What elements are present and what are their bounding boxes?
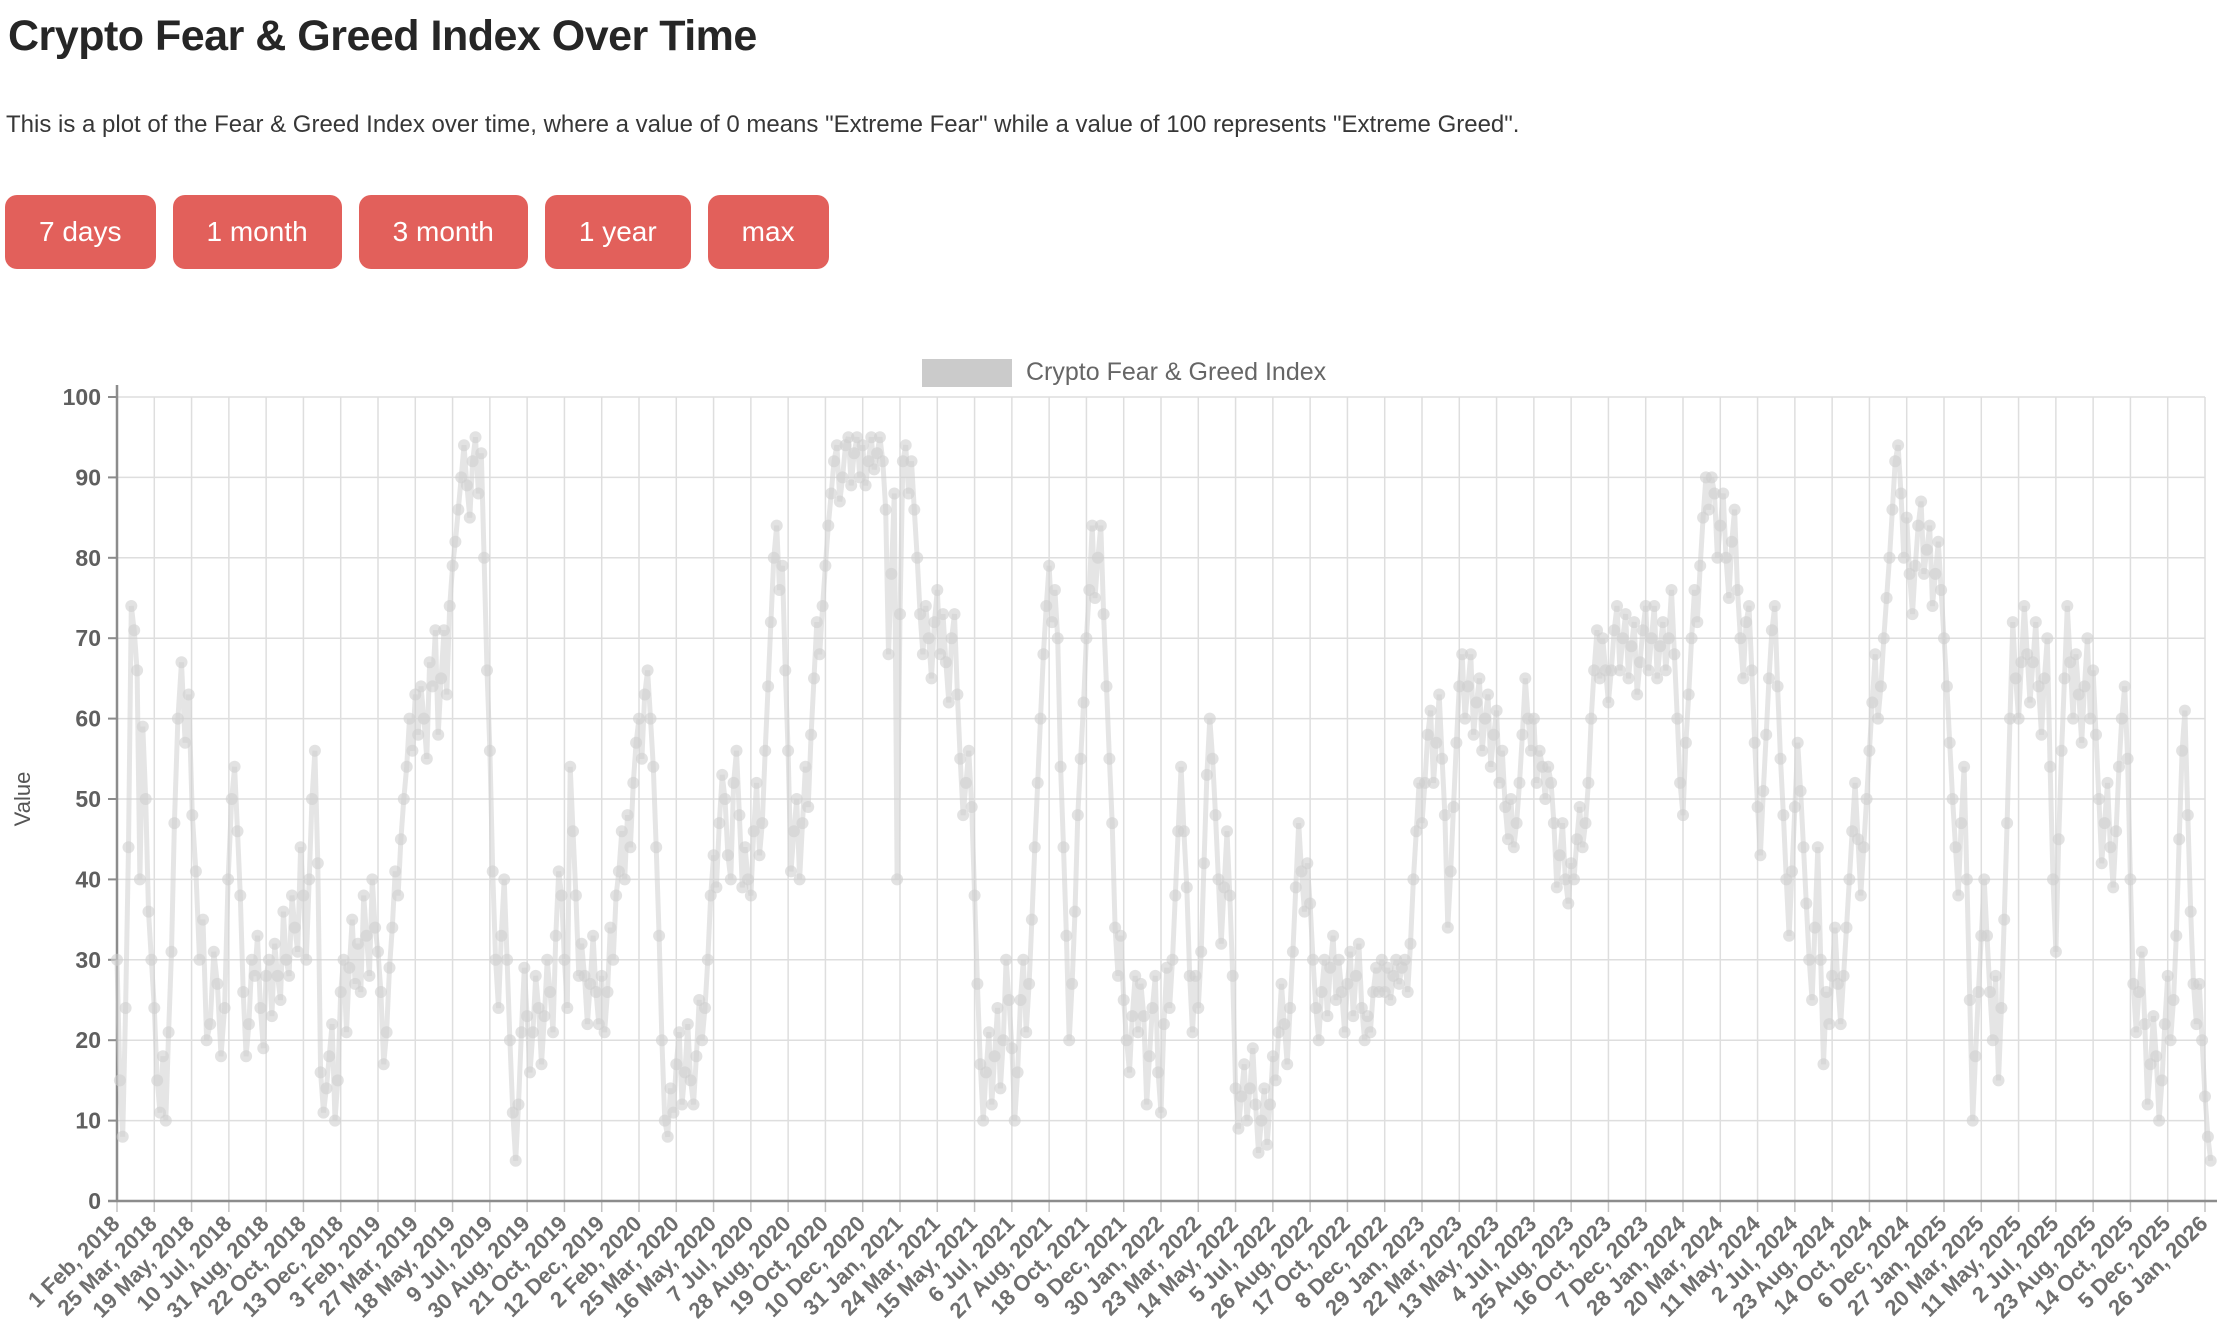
legend-swatch-icon xyxy=(922,358,1012,387)
svg-text:10: 10 xyxy=(75,1108,101,1134)
svg-text:90: 90 xyxy=(75,464,101,490)
chart-legend[interactable]: Crypto Fear & Greed Index xyxy=(922,358,1326,387)
svg-text:70: 70 xyxy=(75,625,101,651)
range-button-row: 7 days 1 month 3 month 1 year max xyxy=(5,195,2236,269)
svg-text:20: 20 xyxy=(75,1027,101,1053)
svg-text:0: 0 xyxy=(88,1188,101,1214)
range-button-3-month[interactable]: 3 month xyxy=(358,195,528,269)
y-axis-title: Value xyxy=(10,772,35,827)
page-description: This is a plot of the Fear & Greed Index… xyxy=(6,111,1520,138)
svg-text:60: 60 xyxy=(75,706,101,732)
range-button-1-month[interactable]: 1 month xyxy=(172,195,342,269)
svg-text:80: 80 xyxy=(75,545,101,571)
data-series xyxy=(111,431,2217,1167)
axis-lines xyxy=(108,385,2217,1203)
svg-text:30: 30 xyxy=(75,947,101,973)
svg-text:40: 40 xyxy=(75,866,101,892)
legend-label: Crypto Fear & Greed Index xyxy=(1026,358,1327,386)
range-button-1-year[interactable]: 1 year xyxy=(544,195,691,269)
svg-text:100: 100 xyxy=(63,384,101,410)
y-axis-labels: 0 10 20 30 40 50 60 70 80 90 100 xyxy=(63,384,101,1214)
svg-text:50: 50 xyxy=(75,786,101,812)
page-title: Crypto Fear & Greed Index Over Time xyxy=(8,12,757,60)
x-gridlines xyxy=(116,397,2206,1212)
fear-greed-chart[interactable]: 0 10 20 30 40 50 60 70 80 90 100 1 Feb, 2018 25 Mar,… xyxy=(0,342,2236,1342)
range-button-max[interactable]: max xyxy=(707,195,829,269)
range-button-7-days[interactable]: 7 days xyxy=(5,195,156,269)
